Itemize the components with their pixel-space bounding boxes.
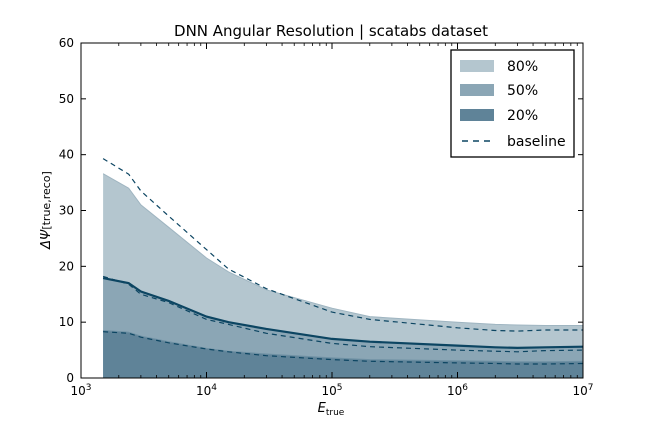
y-tick-label: 30 — [59, 204, 74, 218]
y-tick-label: 50 — [59, 92, 74, 106]
band-80-edge — [102, 173, 583, 326]
y-axis: 0 10 20 30 40 50 60 — [59, 36, 583, 385]
legend-swatch — [460, 84, 494, 96]
plot-area — [102, 158, 584, 378]
chart-title: DNN Angular Resolution | scatabs dataset — [174, 22, 488, 40]
baseline-curve-3 — [103, 331, 584, 365]
legend: 80% 50% 20% baseline — [450, 49, 575, 158]
band-20-edge — [103, 330, 584, 363]
y-axis-label-main: ΔΨ — [39, 229, 54, 250]
x-tick-label: 104 — [196, 383, 217, 398]
y-tick-label: 10 — [59, 315, 74, 329]
y-tick-label: 20 — [59, 259, 74, 273]
x-tick-label: 106 — [447, 383, 468, 398]
x-axis-label-sub: true — [326, 408, 345, 418]
baseline-curve-2 — [102, 275, 584, 353]
x-tick-label: 105 — [321, 383, 342, 398]
y-axis-label-sub: [true,reco] — [40, 171, 53, 229]
legend-swatch — [460, 60, 494, 72]
legend-label: 20% — [507, 108, 538, 124]
line-20-percent — [102, 277, 584, 350]
y-tick-label: 60 — [59, 36, 74, 50]
y-tick-label: 0 — [66, 371, 74, 385]
x-axis: 103 104 105 106 107 — [70, 43, 594, 398]
y-axis-label: ΔΨ[true,reco] — [39, 171, 54, 250]
legend-label: baseline — [507, 134, 566, 150]
x-axis-label-main: E — [318, 401, 327, 416]
x-tick-label: 107 — [572, 383, 593, 398]
legend-swatch — [460, 109, 494, 121]
band-20-percent — [103, 330, 583, 378]
legend-label: 50% — [507, 83, 538, 99]
x-tick-label: 103 — [70, 383, 91, 398]
baseline-curve-1 — [102, 158, 583, 332]
x-axis-label: Etrue — [318, 401, 345, 418]
y-tick-label: 40 — [59, 148, 74, 162]
legend-label: 80% — [507, 59, 538, 75]
